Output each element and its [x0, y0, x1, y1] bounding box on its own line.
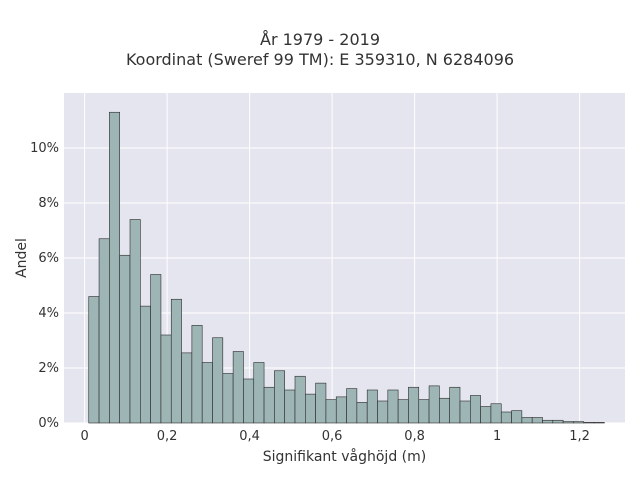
histogram-bar — [243, 378, 255, 424]
histogram-bar — [232, 351, 244, 424]
x-tick-label: 0,6 — [322, 429, 343, 444]
histogram-bar — [335, 396, 347, 424]
histogram-bar — [305, 393, 316, 424]
y-tick-label: 10% — [30, 141, 59, 156]
histogram-bar — [222, 373, 234, 424]
x-axis-title: Signifikant våghöjd (m) — [263, 448, 426, 465]
x-tick-label: 1,2 — [569, 429, 590, 444]
histogram-bar — [263, 386, 275, 424]
histogram-bar — [284, 389, 296, 424]
histogram-bar — [160, 334, 172, 424]
y-axis-title: Andel — [14, 238, 30, 278]
histogram-bar — [274, 370, 285, 424]
histogram-bar — [470, 395, 481, 424]
histogram-bar — [593, 422, 605, 424]
histogram-bar — [119, 254, 131, 424]
histogram-bar — [459, 400, 471, 424]
histogram-bar — [325, 399, 337, 424]
histogram-bar — [511, 410, 523, 424]
histogram-bar — [521, 417, 533, 424]
histogram-bar — [366, 389, 378, 424]
y-tick-label: 2% — [38, 361, 59, 376]
histogram-bar — [170, 298, 182, 424]
histogram-bar — [98, 238, 110, 424]
histogram-bar — [387, 389, 399, 424]
histogram-bar — [552, 419, 564, 424]
histogram-bar — [294, 375, 306, 424]
histogram-bar — [140, 305, 151, 424]
y-tick-label: 8% — [38, 196, 59, 211]
y-tick-label: 4% — [38, 306, 59, 321]
histogram-bar — [315, 382, 327, 424]
histogram-bar — [418, 399, 430, 424]
histogram-bar — [531, 417, 543, 424]
chart-title-line-1: År 1979 - 2019 — [260, 30, 380, 49]
histogram-bar — [542, 419, 554, 424]
histogram-bar — [201, 362, 213, 424]
histogram-bar — [88, 296, 100, 424]
histogram-bar — [439, 397, 450, 424]
x-tick-label: 0,4 — [239, 429, 260, 444]
histogram-bar — [356, 402, 368, 424]
x-axis-ticks: 0 0,2 0,4 0,6 0,8 1 1,2 — [80, 429, 589, 444]
histogram-bar — [408, 386, 420, 424]
histogram-bar — [377, 400, 389, 424]
x-tick-label: 1 — [493, 429, 501, 444]
histogram-bar — [562, 421, 574, 424]
x-tick-label: 0,2 — [157, 429, 178, 444]
histogram-bar — [129, 219, 141, 424]
histogram-bar — [583, 422, 595, 424]
histogram-bar — [191, 325, 203, 424]
y-tick-label: 6% — [38, 251, 59, 266]
histogram-bar — [490, 403, 502, 424]
y-axis-ticks: 0% 2% 4% 6% 8% 10% — [30, 141, 59, 431]
histogram-bar — [181, 352, 193, 424]
histogram-bars — [88, 111, 605, 424]
histogram-bar — [397, 399, 409, 424]
histogram-bar — [150, 274, 162, 424]
histogram-bar — [573, 421, 585, 424]
y-tick-label: 0% — [38, 416, 59, 431]
histogram-bar — [346, 388, 358, 424]
chart-title-line-2: Koordinat (Sweref 99 TM): E 359310, N 62… — [125, 50, 515, 69]
histogram-bar — [480, 406, 492, 424]
histogram-bar — [212, 337, 224, 424]
histogram-bar — [253, 362, 265, 424]
histogram-bar — [109, 111, 120, 424]
histogram-bar — [449, 386, 461, 424]
histogram-bar — [500, 411, 512, 424]
x-tick-label: 0,8 — [404, 429, 425, 444]
histogram-bar — [428, 385, 440, 424]
x-tick-label: 0 — [80, 429, 88, 444]
